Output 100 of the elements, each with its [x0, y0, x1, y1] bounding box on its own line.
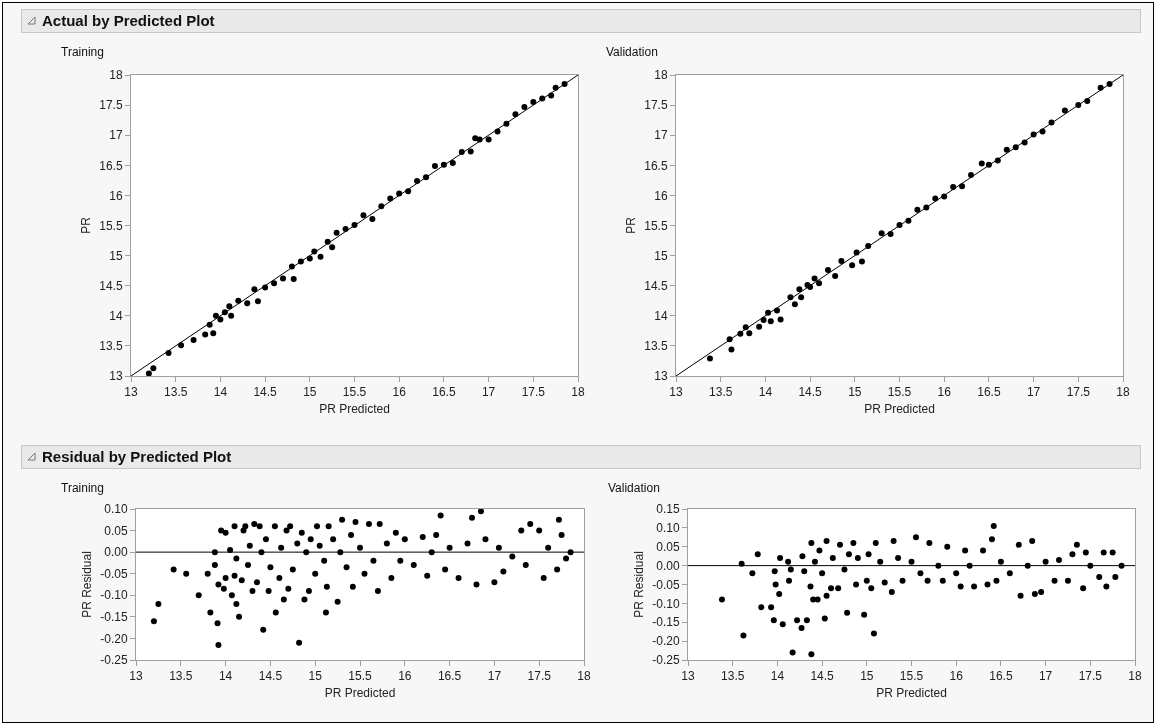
x-tick-label: 18 [1128, 669, 1142, 684]
y-tick-label: 0.15 [656, 502, 680, 517]
point [369, 215, 376, 222]
y-axis-title: PR [623, 216, 638, 234]
chart-title: Actual by Predicted Plot [42, 11, 215, 31]
x-tick-label: 16.5 [989, 669, 1013, 684]
x-tick-label: 17 [1038, 669, 1053, 684]
point [1061, 107, 1068, 114]
y-tick-label: 0.05 [656, 539, 680, 554]
y-tick-label: -0.10 [100, 588, 128, 603]
point [202, 331, 209, 338]
y-tick-label: -0.10 [652, 596, 680, 611]
point [950, 183, 957, 190]
x-axis-title: PR Predicted [319, 402, 390, 417]
x-tick-label: 17 [1026, 385, 1041, 400]
x-tick-label: 13.5 [164, 385, 188, 400]
x-tick-label: 16 [937, 385, 952, 400]
point [414, 177, 421, 184]
x-tick-label: 15 [308, 669, 323, 684]
x-tick-label: 17.5 [1066, 385, 1091, 400]
x-tick-label: 15 [303, 385, 317, 400]
y-tick-label: 17.5 [99, 98, 123, 113]
x-tick-label: 18 [571, 385, 585, 400]
point [271, 280, 278, 287]
point [251, 286, 258, 293]
x-tick-label: 18 [577, 669, 591, 684]
y-tick-label: -0.05 [100, 566, 128, 581]
point [777, 316, 784, 323]
point [306, 255, 313, 262]
point [849, 262, 856, 269]
point [150, 365, 157, 372]
x-tick-label: 15 [848, 385, 862, 400]
y-tick-label: -0.25 [652, 653, 680, 668]
y-tick-label: 17.5 [644, 98, 668, 113]
y-tick-label: 14 [109, 309, 123, 323]
point [978, 160, 985, 167]
y-tick-label: 18 [654, 68, 668, 83]
point [824, 267, 831, 274]
y-tick-label: 16.5 [644, 158, 668, 173]
x-tick-label: 16.5 [977, 385, 1001, 400]
point [746, 330, 753, 337]
x-tick-label: 18 [1116, 385, 1130, 400]
x-tick-label: 15.5 [348, 669, 372, 684]
y-tick-label: 0.00 [104, 545, 128, 560]
point [914, 206, 921, 213]
x-tick-label: 13.5 [709, 385, 733, 400]
point [472, 135, 479, 142]
point [329, 244, 336, 251]
x-tick-label: 17 [487, 669, 502, 684]
point [756, 323, 763, 330]
x-tick-label: 15 [860, 669, 874, 684]
point [816, 280, 823, 287]
y-tick-label: 0.05 [104, 523, 128, 538]
x-tick-label: 13 [129, 669, 143, 684]
point [333, 229, 340, 236]
y-tick-label: 14.5 [644, 278, 668, 293]
point [226, 303, 233, 310]
y-tick-label: -0.20 [652, 634, 680, 649]
x-tick-label: 17.5 [521, 385, 546, 400]
point [210, 330, 217, 337]
y-tick-label: 0.10 [656, 521, 680, 536]
point [796, 286, 803, 293]
point [254, 298, 261, 305]
point [431, 162, 438, 169]
x-tick-label: 14.5 [253, 385, 278, 400]
x-tick-label: 14 [758, 385, 773, 400]
y-tick-label: 0.10 [104, 502, 128, 517]
point [968, 171, 975, 178]
y-tick-label: 13 [654, 369, 668, 384]
x-tick-label: 15.5 [887, 385, 912, 400]
point [706, 355, 713, 362]
y-tick-label: 15.5 [99, 218, 123, 233]
point [228, 312, 235, 319]
y-tick-label: 16 [109, 188, 123, 203]
x-tick-label: 14 [770, 669, 785, 684]
x-tick-label: 17.5 [527, 669, 552, 684]
point [360, 212, 367, 219]
x-tick-label: 16 [392, 385, 407, 400]
point [521, 103, 528, 110]
x-tick-label: 14 [213, 385, 228, 400]
y-axis-title: PR [78, 216, 93, 234]
chart-subtitle: Validation [608, 481, 660, 495]
x-tick-label: 13.5 [721, 669, 745, 684]
y-tick-label: -0.15 [100, 610, 128, 625]
x-tick-label: 16.5 [432, 385, 456, 400]
point [449, 159, 456, 166]
y-tick-label: 17 [109, 128, 123, 143]
y-tick-label: -0.05 [652, 577, 680, 592]
point [791, 301, 798, 308]
point [467, 148, 474, 155]
point [512, 111, 519, 118]
point [767, 318, 774, 325]
y-tick-label: -0.25 [100, 653, 128, 668]
x-tick-label: 14 [218, 669, 233, 684]
y-tick-label: 16 [654, 188, 668, 203]
x-tick-label: 13 [681, 669, 695, 684]
point [1003, 146, 1010, 153]
x-tick-label: 14.5 [798, 385, 823, 400]
x-tick-label: 17 [481, 385, 496, 400]
point [190, 336, 197, 343]
